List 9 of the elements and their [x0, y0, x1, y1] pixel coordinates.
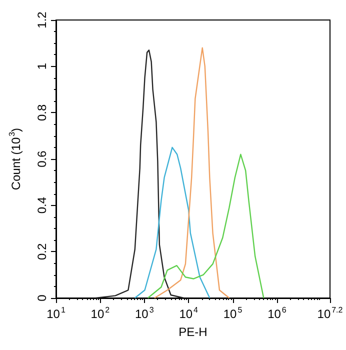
x-axis-title: PE-H: [178, 325, 208, 339]
y-axis-title: Count (103): [8, 128, 23, 190]
y-tick-label: 0.2: [35, 243, 49, 260]
y-tick-label: 1: [35, 62, 49, 70]
y-tick-label: 0.6: [35, 150, 49, 168]
y-tick-label: 0.8: [35, 104, 49, 122]
y-tick-label: 1.2: [35, 11, 49, 28]
y-tick-label: 0: [35, 294, 49, 302]
y-tick-label: 0.4: [35, 196, 49, 214]
